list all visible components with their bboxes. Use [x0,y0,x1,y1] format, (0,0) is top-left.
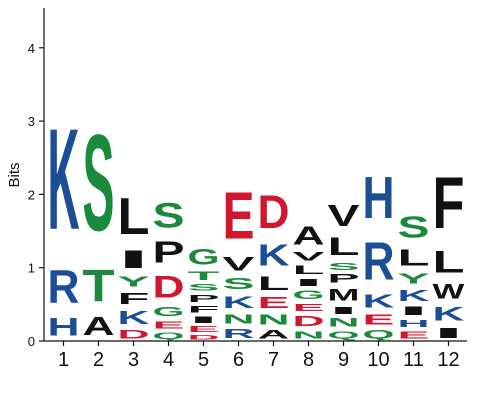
logo-letter-e: E [258,294,290,312]
logo-letter-e: E [223,179,255,254]
logo-letter-p: P [188,293,220,304]
logo-letter-k: K [398,287,430,304]
logo-letter-v: V [223,253,256,275]
logo-letter-r: R [363,231,395,291]
logo-letter-a: A [293,221,325,250]
logo-letter-l: L [328,232,360,260]
logo-letter-a: A [83,312,115,341]
logo-letter-w: W [433,280,465,303]
logo-letter-i: I [293,277,325,289]
logo-letter-i: I [188,315,220,325]
logo-letter-h: H [363,166,395,232]
logo-letter-d: D [258,186,290,239]
y-tick-label: 3 [28,114,35,129]
logo-letter-n: N [258,312,290,328]
logo-letter-v: V [328,199,360,232]
logo-letter-n: N [328,316,360,329]
y-tick-label: 4 [28,41,35,56]
logo-letter-v: V [293,251,325,264]
logo-letter-e: E [293,302,325,313]
logo-letter-i: I [398,304,430,317]
logo-letter-e: E [188,325,220,334]
y-tick-label: 2 [28,187,35,202]
logo-letter-r: R [223,326,255,341]
logo-letter-d: D [153,270,185,305]
logo-letter-h: H [48,313,80,341]
logo-letter-y: Y [118,274,151,290]
x-ticks: 1 2 3 4 5 6 7 8 9 10 11 12 [58,341,460,371]
y-axis-label: Bits [6,162,23,187]
logo-letter-i: I [433,325,465,341]
x-tick-label: 12 [437,349,459,371]
logo-letter-k: K [223,293,255,312]
logo-letter-s: S [153,196,185,235]
logo-letter-q: Q [153,331,185,341]
x-tick-label: 2 [93,349,104,371]
logo-letter-k: K [363,291,396,312]
logo-letter-g: G [153,305,185,320]
logo-letter-k: K [433,303,465,325]
logo-letter-s: S [83,106,115,260]
logo-letter-e: E [363,312,395,328]
logo-letter-i: I [328,304,360,316]
x-tick-label: 9 [338,349,349,371]
logo-letter-s: S [188,283,220,293]
logo-letter-t: T [188,270,220,283]
logo-letter-d: D [118,328,150,341]
logo-letter-g: G [188,245,220,270]
logo-letter-i: I [118,246,150,274]
logo-letter-y: Y [398,271,431,287]
logo-letter-t: T [83,261,115,312]
logo-letter-l: L [293,264,325,277]
logo-letter-m: M [328,286,360,305]
x-tick-label: 5 [198,349,209,371]
logo-letter-f: F [118,290,150,307]
logo-letter-n: N [293,329,325,341]
x-tick-label: 7 [268,349,279,371]
logo-letter-d: D [188,334,220,341]
logo-letter-e: E [398,330,430,341]
logo-letter-a: A [258,328,290,341]
x-tick-label: 3 [128,349,139,371]
logo-letter-s: S [223,275,255,293]
x-tick-label: 11 [403,349,424,371]
logo-letter-p: P [328,272,360,285]
logo-letter-e: E [153,319,185,330]
y-tick-label: 1 [28,261,35,276]
y-ticks: 0 1 2 3 4 [28,41,44,349]
x-tick-label: 6 [233,349,244,371]
logo-letter-p: P [153,236,185,269]
logo-letter-q: Q [328,330,360,342]
logo-letter-l: L [433,245,465,280]
logo-letter-d: D [293,313,325,329]
x-tick-label: 1 [58,349,69,371]
logo-letter-k: K [48,99,80,260]
x-tick-label: 8 [303,349,314,371]
logo-letter-q: Q [363,328,395,341]
logo-letter-f: F [433,163,465,245]
logo-letter-l: L [258,272,290,294]
logo-letter-f: F [188,304,220,314]
x-tick-label: 10 [367,349,389,371]
logo-letter-s: S [398,211,430,244]
logo-letter-r: R [48,261,80,314]
logo-letter-n: N [223,311,255,326]
y-tick-label: 0 [28,334,35,349]
logo-letter-k: K [258,239,290,272]
x-tick-label: 4 [163,349,174,371]
logo-letter-l: L [118,188,150,246]
logo-letter-k: K [118,308,151,329]
logo-letter-s: S [328,261,360,272]
logo-letter-g: G [293,289,325,302]
axes [43,8,467,342]
letter-stacks: HRKATSDKFYILQEGDPSDEIFPSTGRNKSVEANELKDND… [48,99,465,341]
logo-letter-l: L [398,244,430,271]
logo-letter-h: H [398,318,430,330]
